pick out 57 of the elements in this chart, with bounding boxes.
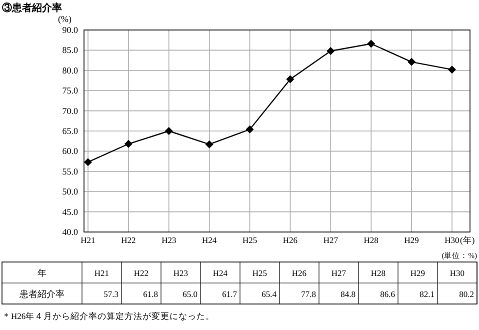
y-tick-label: 65.0 (62, 126, 78, 136)
y-tick-label: 90.0 (62, 25, 78, 35)
data-label: 84.8 (340, 289, 356, 299)
point (205, 140, 214, 148)
category-label: H23 (173, 268, 188, 278)
point (367, 40, 376, 48)
data-label: 65.4 (262, 289, 278, 299)
x-tick-label: H24 (202, 235, 218, 245)
x-tick-label: H22 (121, 235, 136, 245)
point (326, 47, 335, 56)
x-tick-label: H26 (282, 235, 298, 245)
y-tick-label: 55.0 (62, 166, 78, 176)
data-label: 77.8 (301, 289, 316, 299)
x-tick-label: H25 (242, 235, 258, 245)
category-label: H26 (292, 268, 307, 278)
category-label: H24 (212, 268, 228, 278)
x-tick-label: H27 (323, 235, 338, 245)
category-label: H28 (370, 268, 386, 278)
point (124, 140, 132, 148)
point (246, 125, 254, 134)
data-label: 80.2 (459, 289, 474, 299)
y-tick-label: 45.0 (62, 206, 78, 217)
text: 患者紹介率 (18, 289, 64, 299)
point (84, 158, 92, 166)
text: 年 (38, 268, 46, 278)
data-label: 86.6 (380, 289, 395, 299)
chart-title: ③患者紹介率 (2, 2, 62, 14)
y-tick-label: 50.0 (62, 186, 78, 197)
category-label: H29 (410, 268, 426, 278)
point (408, 58, 416, 66)
category-label: H30 (450, 268, 465, 278)
category-label: H27 (331, 268, 346, 278)
y-tick-label: 85.0 (62, 45, 78, 56)
data-label: 57.3 (104, 289, 118, 299)
data-label: 61.7 (222, 289, 237, 299)
category-label: H22 (134, 268, 149, 278)
data-label: 61.8 (143, 289, 158, 299)
x-tick-label: H28 (364, 235, 378, 245)
y-tick-label: 70.0 (62, 106, 78, 116)
y-tick-label: 40.0 (62, 227, 78, 237)
x-tick-label: H23 (162, 235, 176, 245)
y-tick-label: 60.0 (62, 146, 78, 156)
y-axis-title: (%) (58, 14, 72, 24)
point (164, 127, 173, 135)
category-label: H21 (94, 268, 110, 278)
text: ＊H26年４月から紹介率の算定方法が変更になった。 (2, 311, 215, 321)
data-label: 82.1 (420, 289, 434, 299)
x-tick-label: H21 (80, 235, 96, 245)
y-tick-label: 75.0 (62, 86, 78, 96)
category-label: H25 (252, 268, 268, 278)
x-tick-label: H29 (404, 235, 419, 245)
x-tick-label: H30 (444, 235, 460, 245)
x-axis-title: (年) (460, 235, 475, 245)
y-tick-label: 80.0 (62, 65, 78, 76)
data-label: 65.0 (182, 289, 198, 299)
point (448, 66, 456, 74)
point (286, 75, 294, 84)
